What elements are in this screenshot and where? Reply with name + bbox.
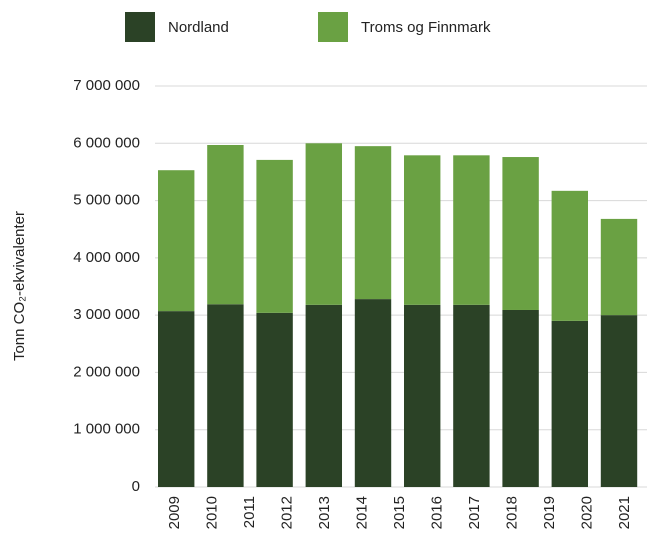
bar-segment xyxy=(600,218,638,316)
y-tick-label: 3 000 000 xyxy=(73,306,140,323)
x-tick-label: 2018 xyxy=(503,496,520,529)
bar-segment xyxy=(354,299,392,487)
y-tick-label: 2 000 000 xyxy=(73,363,140,380)
x-tick-label: 2013 xyxy=(316,496,333,529)
y-tick-label: 0 xyxy=(132,478,140,495)
x-tick-label: 2009 xyxy=(166,496,183,529)
bar-segment xyxy=(256,159,293,313)
y-tick-label: 4 000 000 xyxy=(73,249,140,266)
bar-segment xyxy=(502,309,539,487)
bar-segment xyxy=(207,304,244,487)
x-tick-label: 2015 xyxy=(391,496,408,529)
x-tick-label: 2012 xyxy=(278,496,295,529)
bar-segment xyxy=(453,155,490,305)
bar-segment xyxy=(158,170,195,312)
bar-segment xyxy=(354,146,392,300)
y-axis-label: Tonn CO₂-ekvivalenter xyxy=(11,211,28,361)
x-tick-label: 2021 xyxy=(616,496,633,529)
x-tick-label: 2019 xyxy=(541,496,558,529)
x-tick-label: 2011 xyxy=(241,496,258,528)
legend-swatch xyxy=(125,12,155,42)
bar-segment xyxy=(502,157,539,310)
bar-segment xyxy=(551,190,589,321)
y-tick-label: 7 000 000 xyxy=(73,77,140,94)
bar-segment xyxy=(404,155,441,305)
y-tick-label: 1 000 000 xyxy=(73,421,140,438)
y-tick-label: 6 000 000 xyxy=(73,134,140,151)
x-tick-label: 2010 xyxy=(203,496,220,529)
bar-segment xyxy=(453,304,490,487)
bar-segment xyxy=(305,304,343,487)
bar-segment xyxy=(207,145,244,305)
x-tick-label: 2020 xyxy=(578,496,595,529)
legend-label: Nordland xyxy=(168,19,229,36)
bar-segment xyxy=(158,311,195,487)
bar-segment xyxy=(256,312,293,487)
bar-segment xyxy=(305,143,343,305)
legend-swatch xyxy=(318,12,348,42)
y-tick-label: 5 000 000 xyxy=(73,192,140,209)
bar-segment xyxy=(600,315,638,487)
bar-segment xyxy=(404,304,441,487)
x-tick-label: 2017 xyxy=(466,496,483,529)
bar-segment xyxy=(551,320,589,487)
x-tick-label: 2016 xyxy=(428,496,445,529)
legend-label: Troms og Finnmark xyxy=(361,19,491,36)
x-tick-label: 2014 xyxy=(353,496,370,529)
